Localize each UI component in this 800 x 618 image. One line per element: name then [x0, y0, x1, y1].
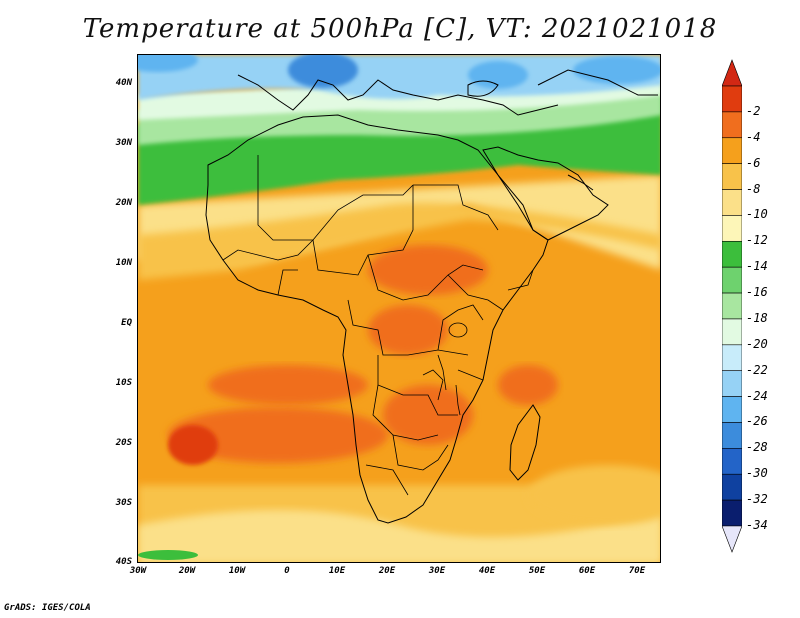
- madagascar-coastline: [509, 404, 541, 481]
- colorbar-swatch: [722, 189, 742, 216]
- colorbar-label: -20: [746, 336, 768, 351]
- colorbar-label: -10: [746, 207, 768, 222]
- colorbar-label: -12: [746, 233, 768, 248]
- lon-tick-0: 0: [284, 566, 290, 576]
- colorbar-label: -18: [746, 310, 768, 325]
- colorbar-label: -26: [746, 414, 768, 429]
- lon-tick-20e: 20E: [378, 566, 396, 576]
- lat-tick-30n: 30N: [115, 138, 132, 148]
- colorbar-swatch: [722, 318, 742, 346]
- colorbar-swatch: [722, 499, 742, 527]
- colorbar-swatch: [722, 344, 742, 372]
- colorbar-swatch: [722, 163, 742, 190]
- country-borders: [222, 155, 534, 496]
- colorbar-swatch: [722, 422, 742, 449]
- map-title: Temperature at 500hPa [C], VT: 202102101…: [82, 14, 718, 44]
- colorbar-label: -2: [746, 103, 761, 118]
- colorbar-label: -28: [746, 440, 768, 455]
- lat-tick-10n: 10N: [115, 258, 132, 268]
- lat-tick-40n: 40N: [115, 78, 132, 88]
- africa-coastline: [205, 114, 549, 524]
- colorbar-swatch: [722, 266, 742, 294]
- colorbar-label: -22: [746, 362, 768, 377]
- colorbar-swatch: [722, 448, 742, 475]
- temperature-field-blue: [138, 55, 660, 100]
- colorbar-swatch: [722, 111, 742, 139]
- colorbar-label: -34: [746, 518, 768, 532]
- colorbar-label: -4: [746, 129, 761, 144]
- lat-tick-40s: 40S: [115, 557, 132, 567]
- lon-tick-30w: 30W: [129, 566, 147, 576]
- lat-tick-20s: 20S: [115, 438, 132, 448]
- colorbar-label: -32: [746, 492, 768, 507]
- lon-tick-20w: 20W: [178, 566, 196, 576]
- colorbar-label: -8: [746, 181, 761, 196]
- colorbar-label: -6: [746, 155, 761, 170]
- colorbar-label: -16: [746, 285, 768, 300]
- colorbar-swatch: [722, 370, 742, 397]
- lon-tick-10e: 10E: [328, 566, 346, 576]
- lat-tick-eq: EQ: [121, 318, 132, 328]
- grads-credit: GrADS: IGES/COLA: [4, 603, 91, 613]
- colorbar: [722, 59, 742, 553]
- colorbar-label: -14: [746, 259, 768, 274]
- colorbar-swatch: [722, 85, 742, 113]
- lon-tick-50e: 50E: [528, 566, 546, 576]
- colorbar-swatch: [722, 215, 742, 242]
- lon-tick-40e: 40E: [478, 566, 496, 576]
- lat-tick-10s: 10S: [115, 378, 132, 388]
- lat-tick-30s: 30S: [115, 498, 132, 508]
- lon-tick-70e: 70E: [628, 566, 646, 576]
- temperature-map: [137, 54, 661, 563]
- colorbar-under-triangle: [722, 525, 742, 553]
- europe-coastline: [237, 74, 559, 116]
- colorbar-label: -24: [746, 388, 768, 403]
- colorbar-swatch: [722, 292, 742, 320]
- lon-tick-30e: 30E: [428, 566, 446, 576]
- colorbar-swatch: [722, 396, 742, 423]
- colorbar-swatch: [722, 473, 742, 501]
- lat-tick-20n: 20N: [115, 198, 132, 208]
- lon-tick-10w: 10W: [228, 566, 246, 576]
- colorbar-swatch: [722, 137, 742, 164]
- arabia-coastline: [482, 146, 609, 241]
- lon-tick-60e: 60E: [578, 566, 596, 576]
- colorbar-label: -30: [746, 466, 768, 481]
- colorbar-swatch: [722, 240, 742, 268]
- colorbar-over-triangle: [722, 59, 742, 87]
